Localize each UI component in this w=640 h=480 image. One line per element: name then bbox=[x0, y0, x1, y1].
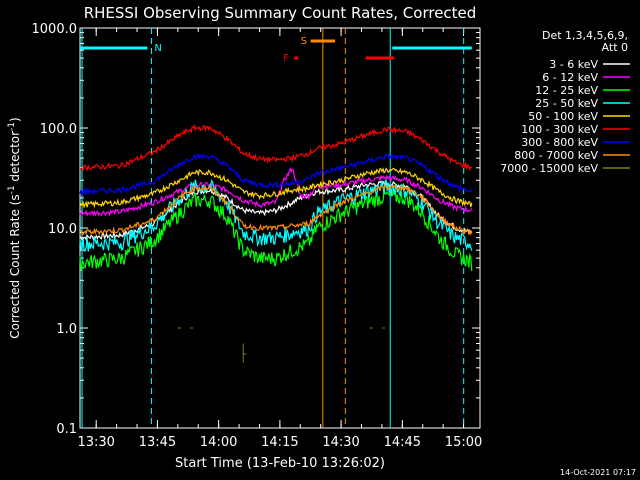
x-tick-label: 13:30 bbox=[77, 435, 114, 450]
saa-bar-label: S bbox=[301, 36, 307, 47]
axes-ticks: 1000.0 100.0 10.0 1.0 0.113:30 13:45 14:00 14:1… bbox=[32, 22, 483, 450]
series-line-800-7000keV bbox=[79, 183, 473, 236]
night-bar-label: N bbox=[154, 43, 161, 54]
series-line-50-100keV bbox=[79, 167, 473, 209]
series-line-12-25keV bbox=[79, 188, 473, 272]
y-tick-label: 0.1 bbox=[56, 422, 77, 437]
x-axis-label: Start Time (13-Feb-10 13:26:02) bbox=[175, 456, 385, 471]
footer-date: 14-Oct-2021 07:17 bbox=[560, 468, 636, 477]
y-axis-label-part-3: ) bbox=[8, 117, 22, 122]
y-axis-label-sup-2: -1 bbox=[7, 122, 17, 131]
chart-title: RHESSI Observing Summary Count Rates, Co… bbox=[84, 4, 477, 22]
y-tick-label: 1.0 bbox=[56, 322, 77, 337]
y-tick-label: 1000.0 bbox=[32, 22, 78, 37]
y-axis-label-sup-1: -1 bbox=[7, 185, 17, 194]
legend-entry-label: 3 - 6 keV bbox=[549, 58, 598, 71]
legend-entry-label: 300 - 800 keV bbox=[521, 136, 598, 149]
legend-entry-label: 100 - 300 keV bbox=[521, 123, 598, 136]
y-tick-label: 10.0 bbox=[48, 222, 77, 237]
y-axis-label: Corrected Count Rate (s-1 detector-1) bbox=[7, 117, 22, 338]
y-axis-label-part-1: Corrected Count Rate (s bbox=[8, 194, 22, 338]
legend-entry-label: 12 - 25 keV bbox=[535, 84, 598, 97]
y-tick-label: 100.0 bbox=[40, 122, 77, 137]
series-line-25-50keV bbox=[79, 178, 473, 252]
x-tick-label: 15:00 bbox=[445, 435, 482, 450]
legend-entry-label: 800 - 7000 keV bbox=[514, 149, 598, 162]
series-lines bbox=[79, 123, 473, 363]
legend-entry-label: 25 - 50 keV bbox=[535, 97, 598, 110]
series-line-3-6keV bbox=[79, 179, 473, 242]
legend-entry-label: 7000 - 15000 keV bbox=[500, 162, 598, 175]
x-tick-label: 14:45 bbox=[384, 435, 421, 450]
legend-entry-label: 50 - 100 keV bbox=[528, 110, 598, 123]
x-tick-label: 14:00 bbox=[200, 435, 237, 450]
legend-entry-label: 6 - 12 keV bbox=[542, 71, 598, 84]
series-line-100-300keV bbox=[79, 123, 473, 172]
series-line-300-800keV bbox=[79, 152, 473, 196]
x-tick-label: 14:30 bbox=[322, 435, 359, 450]
x-tick-label: 13:45 bbox=[139, 435, 176, 450]
x-tick-label: 14:15 bbox=[261, 435, 298, 450]
flare-bar-label: F bbox=[283, 53, 289, 64]
y-axis-label-part-2: detector bbox=[8, 131, 22, 186]
series-line-6-12keV bbox=[79, 167, 473, 217]
legend-header-line: Det 1,3,4,5,6,9, bbox=[542, 29, 628, 42]
legend-header-line: Att 0 bbox=[602, 41, 628, 54]
